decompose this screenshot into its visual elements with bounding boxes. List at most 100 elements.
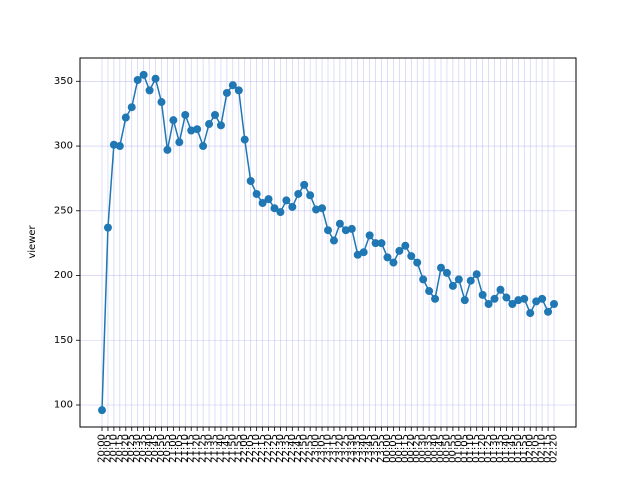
data-point [514,296,523,305]
data-point [520,294,529,303]
x-tick-label: 21:10 [180,434,191,463]
data-point [300,180,309,189]
data-point [234,86,243,95]
x-tick-label: 00:00 [382,434,393,463]
data-point [115,142,124,151]
data-point [103,223,112,232]
data-point [508,300,517,308]
x-tick-label: 23:15 [328,434,339,463]
data-point [550,300,558,308]
x-tick-label: 20:35 [138,434,149,463]
x-tick-label: 00:10 [394,434,405,463]
x-tick-label: 22:05 [245,434,256,463]
data-point [365,231,374,240]
data-point [175,138,184,147]
x-tick-label: 21:50 [227,434,238,463]
data-point [324,226,332,235]
grid [80,58,576,427]
data-point [526,309,535,318]
x-tick-label: 22:50 [299,434,310,463]
x-tick-label: 20:15 [114,434,125,463]
y-tick-label: 100 [54,399,73,410]
data-point [205,120,214,129]
x-tick-label: 21:45 [221,434,232,463]
x-tick-label: 20:10 [108,434,119,463]
x-tick-label: 01:05 [459,434,470,463]
data-point [151,74,160,83]
x-tick-label: 22:15 [257,434,268,463]
x-tick-label: 23:05 [317,434,328,463]
data-point [258,199,267,208]
x-tick-label: 02:00 [525,434,536,463]
data-point [145,86,154,95]
y-axis: 100 150 200 250 300 350 [54,76,80,410]
x-tick-label: 01:00 [453,434,464,463]
x-tick-label: 01:25 [483,434,494,463]
data-point [228,81,237,90]
data-point [252,189,261,198]
x-tick-label: 21:25 [198,434,209,463]
data-point [329,236,338,245]
x-tick-label: 00:15 [400,434,411,463]
x-tick-label: 22:45 [293,434,304,463]
data-point [431,294,440,303]
x-tick-label: 23:30 [346,434,357,463]
data-point [127,103,136,112]
data-point [448,281,457,290]
x-tick-label: 01:50 [513,434,524,463]
y-axis-label: viewer [27,224,38,258]
x-tick-label: 23:55 [376,434,387,463]
data-point [484,300,493,308]
data-point [490,294,499,303]
x-tick-label: 20:00 [97,434,108,463]
x-tick-label: 00:35 [424,434,435,463]
data-point [371,239,380,248]
y-tick-label: 200 [54,270,73,281]
x-tick-label: 20:05 [102,434,113,463]
data-point [282,196,291,205]
x-tick-label: 00:55 [447,434,458,463]
data-point [306,191,315,200]
data-point [466,276,475,285]
x-tick-label: 22:40 [287,434,298,463]
data-point [437,263,445,272]
x-tick-label: 01:10 [465,434,476,463]
data-point [318,204,327,213]
data-point [240,135,249,144]
data-point [181,110,190,119]
x-tick-label: 21:40 [215,434,226,463]
data-point [478,290,487,299]
x-tick-label: 23:20 [334,434,345,463]
x-tick-label: 01:55 [519,434,530,463]
data-point [377,239,386,248]
data-point [294,189,303,198]
x-tick-label: 20:30 [132,434,143,463]
y-tick-label: 250 [54,205,73,216]
x-tick-label: 00:20 [406,434,417,463]
x-tick-label: 20:40 [144,434,155,463]
data-point [211,110,219,119]
x-tick-label: 02:05 [531,434,542,463]
data-point [395,246,404,255]
data-point [347,224,356,233]
x-tick-label: 21:05 [174,434,185,463]
x-tick-label: 22:25 [269,434,280,463]
x-tick-label: 21:35 [210,434,221,463]
data-point [276,208,285,217]
x-tick-label: 21:00 [168,434,179,463]
data-point [109,140,118,149]
data-point [472,270,481,279]
x-tick-label: 23:45 [364,434,375,463]
y-tick-label: 350 [54,76,73,87]
data-point [133,76,142,85]
x-tick-label: 00:30 [418,434,429,463]
x-tick-label: 02:20 [549,434,560,463]
data-point [383,253,392,262]
data-point [538,294,547,303]
data-point [419,275,428,284]
data-point [389,258,398,267]
data-point [442,268,451,277]
data-point [359,248,368,257]
